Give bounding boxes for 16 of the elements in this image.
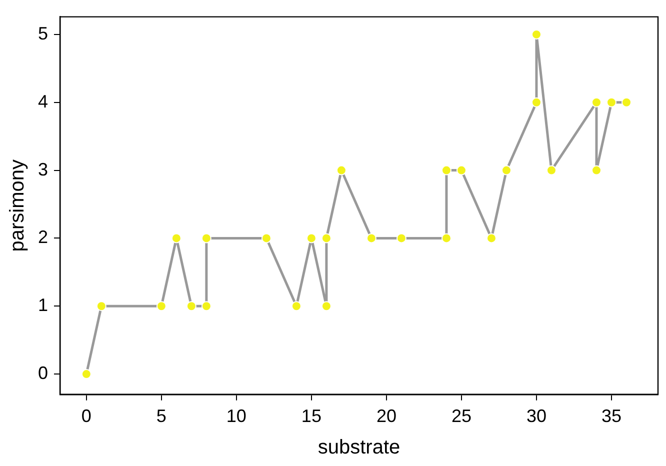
x-tick-label: 20 [376,406,396,426]
x-axis-title: substrate [318,436,400,459]
y-tick-label: 4 [38,91,48,112]
x-tick-label: 5 [156,406,166,426]
y-tick-label: 3 [38,159,48,180]
x-tick-label: 10 [226,406,246,426]
y-tick-label: 2 [38,227,48,248]
y-tick-label: 1 [38,295,48,316]
y-tick-label: 5 [38,23,48,44]
x-tick-label: 30 [526,406,546,426]
x-tick-label: 0 [81,406,92,426]
x-tick-label: 25 [451,406,472,426]
y-tick-label: 0 [38,362,48,383]
y-axis-title: parsimony [6,159,29,252]
x-tick-label: 35 [601,406,622,426]
x-tick-label: 15 [301,406,322,426]
